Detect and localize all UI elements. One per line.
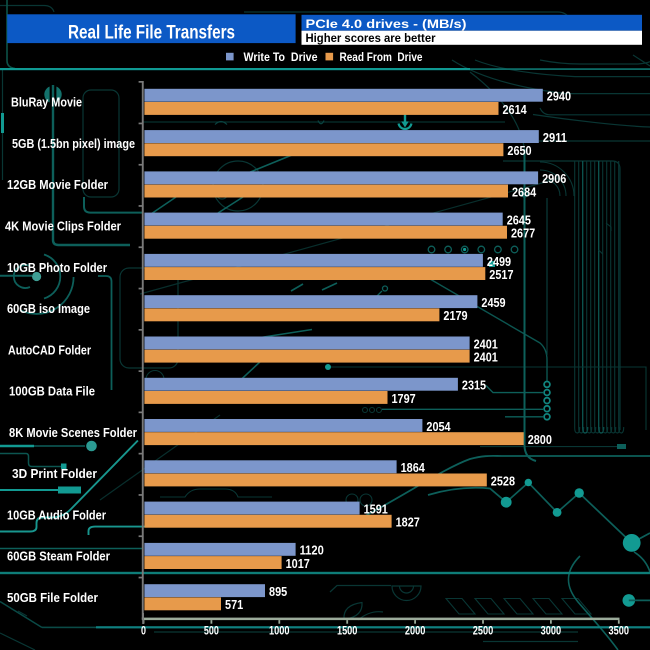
svg-text:10GB Photo Folder: 10GB Photo Folder — [7, 260, 107, 275]
svg-text:2054: 2054 — [426, 419, 451, 434]
svg-text:1864: 1864 — [401, 460, 426, 475]
svg-text:2179: 2179 — [443, 308, 467, 323]
svg-text:2677: 2677 — [511, 226, 535, 241]
svg-text:4K Movie Clips Folder: 4K Movie Clips Folder — [5, 219, 121, 234]
svg-text:2500: 2500 — [473, 626, 494, 638]
svg-text:5GB (1.5bn pixel) image: 5GB (1.5bn pixel) image — [12, 136, 135, 151]
svg-text:60GB iso Image: 60GB iso Image — [7, 301, 90, 316]
svg-text:1500: 1500 — [337, 626, 358, 638]
svg-text:12GB Movie Folder: 12GB Movie Folder — [7, 177, 108, 192]
svg-text:PCIe 4.0 drives - (MB/s): PCIe 4.0 drives - (MB/s) — [306, 17, 467, 31]
svg-text:2401: 2401 — [474, 336, 498, 351]
svg-text:2645: 2645 — [507, 213, 531, 228]
svg-text:2000: 2000 — [405, 626, 426, 638]
svg-text:10GB Audio Folder: 10GB Audio Folder — [7, 507, 106, 522]
svg-text:1120: 1120 — [300, 543, 324, 558]
svg-text:1000: 1000 — [269, 626, 290, 638]
svg-text:2906: 2906 — [542, 171, 566, 186]
svg-text:Read From Drive: Read From Drive — [340, 50, 423, 64]
svg-text:Higher scores are better: Higher scores are better — [306, 33, 437, 45]
svg-text:2528: 2528 — [491, 473, 515, 488]
svg-text:60GB Steam Folder: 60GB Steam Folder — [7, 549, 110, 564]
svg-text:1591: 1591 — [364, 502, 388, 517]
svg-text:2684: 2684 — [512, 184, 537, 199]
svg-text:571: 571 — [225, 597, 243, 612]
svg-text:2614: 2614 — [503, 102, 528, 117]
svg-text:2911: 2911 — [543, 130, 567, 145]
svg-text:0: 0 — [141, 626, 146, 638]
svg-text:2459: 2459 — [481, 295, 505, 310]
svg-text:2517: 2517 — [489, 267, 513, 282]
svg-text:100GB Data File: 100GB Data File — [9, 384, 95, 399]
svg-text:2940: 2940 — [547, 89, 571, 104]
svg-text:Real Life File Transfers: Real Life File Transfers — [68, 22, 235, 44]
svg-text:895: 895 — [269, 584, 287, 599]
svg-text:8K Movie Scenes Folder: 8K Movie Scenes Folder — [9, 425, 137, 440]
svg-text:3D Print Folder: 3D Print Folder — [12, 466, 97, 481]
svg-text:50GB File Folder: 50GB File Folder — [7, 590, 98, 605]
svg-text:1797: 1797 — [392, 391, 416, 406]
svg-text:1827: 1827 — [396, 515, 420, 530]
svg-text:2499: 2499 — [487, 254, 511, 269]
svg-text:2401: 2401 — [474, 350, 498, 365]
svg-text:1017: 1017 — [286, 556, 310, 571]
svg-text:2800: 2800 — [528, 432, 552, 447]
svg-text:BluRay Movie: BluRay Movie — [11, 95, 82, 110]
svg-text:3500: 3500 — [609, 626, 630, 638]
svg-text:AutoCAD Folder: AutoCAD Folder — [8, 342, 91, 357]
svg-text:2315: 2315 — [462, 378, 486, 393]
svg-text:Write To Drive: Write To Drive — [244, 50, 318, 64]
svg-text:3000: 3000 — [541, 626, 562, 638]
svg-text:2650: 2650 — [507, 143, 531, 158]
svg-text:500: 500 — [204, 626, 219, 638]
